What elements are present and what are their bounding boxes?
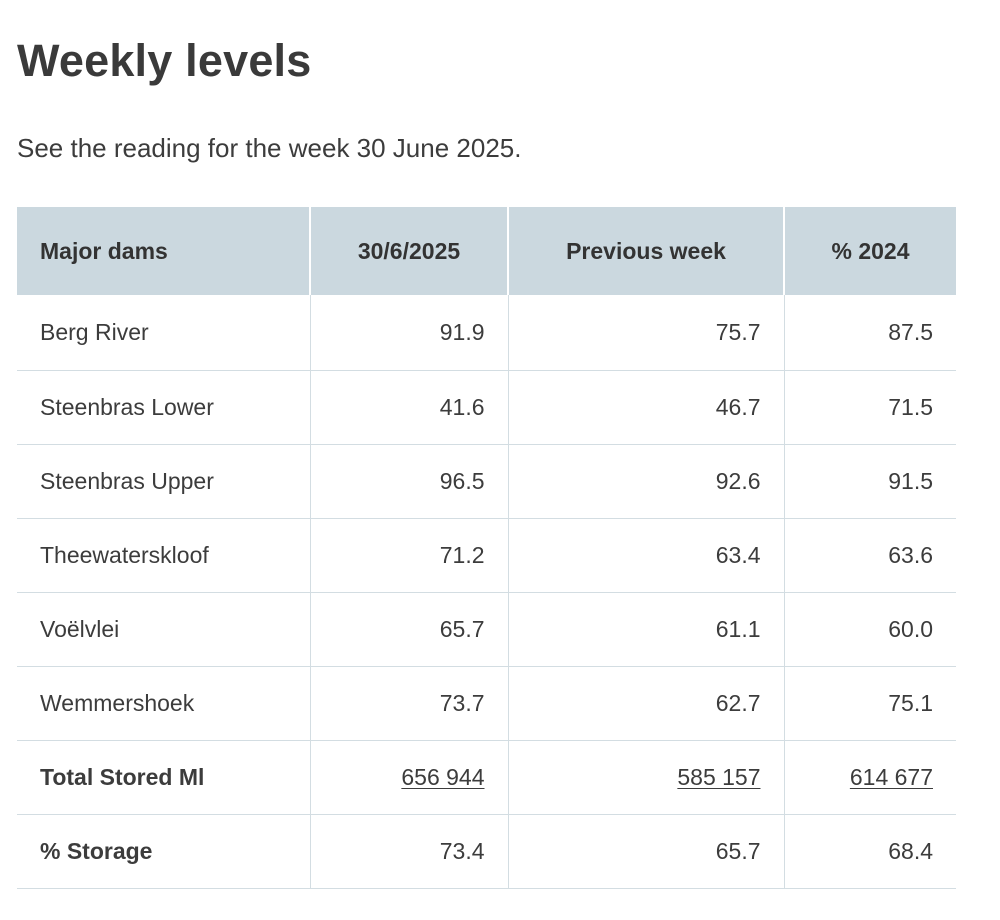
page-title: Weekly levels — [17, 35, 312, 86]
year2024-value: 60.0 — [783, 592, 956, 667]
table-row: Berg River 91.9 75.7 87.5 — [17, 295, 956, 371]
table-header-row: Major dams 30/6/2025 Previous week % 202… — [17, 207, 956, 295]
table-row: Wemmershoek 73.7 62.7 75.1 — [17, 666, 956, 741]
total-stored-2024-cell: 614 677 — [783, 740, 956, 815]
year2024-value: 75.1 — [783, 666, 956, 741]
year2024-value: 63.6 — [783, 518, 956, 593]
storage-percent-label: % Storage — [17, 814, 310, 889]
intro-text: See the reading for the week 30 June 202… — [17, 133, 522, 163]
total-stored-current-cell: 656 944 — [309, 740, 508, 815]
previous-value: 62.7 — [507, 666, 784, 741]
header-previous-week: Previous week — [507, 207, 784, 295]
table-row: Steenbras Upper 96.5 92.6 91.5 — [17, 444, 956, 519]
table-row: Voëlvlei 65.7 61.1 60.0 — [17, 592, 956, 667]
previous-value: 92.6 — [507, 444, 784, 519]
dam-name: Voëlvlei — [17, 592, 310, 667]
previous-value: 61.1 — [507, 592, 784, 667]
dam-name: Steenbras Lower — [17, 370, 310, 445]
header-current-date: 30/6/2025 — [309, 207, 508, 295]
table-row: Theewaterskloof 71.2 63.4 63.6 — [17, 518, 956, 593]
year2024-value: 71.5 — [783, 370, 956, 445]
total-stored-row: Total Stored Ml 656 944 585 157 614 677 — [17, 740, 956, 815]
previous-value: 46.7 — [507, 370, 784, 445]
dam-name: Wemmershoek — [17, 666, 310, 741]
storage-percent-row: % Storage 73.4 65.7 68.4 — [17, 814, 956, 889]
dam-name: Theewaterskloof — [17, 518, 310, 593]
current-value: 96.5 — [309, 444, 508, 519]
current-value: 71.2 — [309, 518, 508, 593]
year2024-value: 91.5 — [783, 444, 956, 519]
dam-name: Steenbras Upper — [17, 444, 310, 519]
current-value: 65.7 — [309, 592, 508, 667]
current-value: 91.9 — [309, 295, 508, 371]
storage-previous-value: 65.7 — [507, 814, 784, 889]
dam-name: Berg River — [40, 319, 149, 345]
current-value: 73.7 — [309, 666, 508, 741]
header-major-dams: Major dams — [17, 207, 310, 295]
previous-value: 63.4 — [507, 518, 784, 593]
year2024-value: 87.5 — [783, 295, 956, 371]
dam-levels-table: Major dams 30/6/2025 Previous week % 202… — [17, 207, 956, 889]
total-stored-previous-cell: 585 157 — [507, 740, 784, 815]
storage-2024-value: 68.4 — [783, 814, 956, 889]
total-stored-2024-link[interactable]: 614 677 — [849, 764, 933, 790]
total-stored-current-link[interactable]: 656 944 — [401, 764, 485, 790]
table-row: Steenbras Lower 41.6 46.7 71.5 — [17, 370, 956, 445]
current-value: 41.6 — [309, 370, 508, 445]
total-stored-label: Total Stored Ml — [17, 740, 310, 815]
header-percent-2024: % 2024 — [783, 207, 956, 295]
total-stored-previous-link[interactable]: 585 157 — [677, 764, 761, 790]
storage-current-value: 73.4 — [309, 814, 508, 889]
previous-value: 75.7 — [507, 295, 784, 371]
